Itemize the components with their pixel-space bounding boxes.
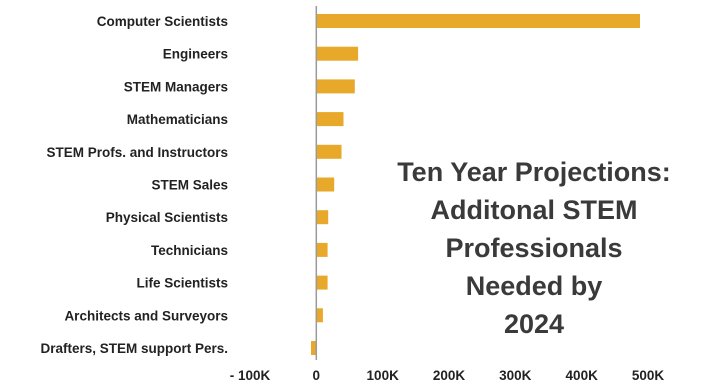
x-tick-label: 500K [632,368,665,383]
category-label: Architects and Surveyors [64,308,228,323]
category-label: STEM Profs. and Instructors [46,145,228,160]
category-label: Engineers [163,47,228,62]
x-tick-label: 200K [433,368,466,383]
category-label: Technicians [151,243,228,258]
chart-title-line-2: Additonal STEM [431,195,638,225]
x-tick-label: 300K [499,368,532,383]
bar-5 [316,177,335,192]
x-tick-label: - 100K [230,368,271,383]
bar-8 [316,275,328,290]
chart-title-line-4: Needed by [466,271,603,301]
bar-6 [316,210,329,225]
category-label: STEM Sales [151,178,228,193]
bar-9 [316,308,323,323]
bars-group [311,14,640,355]
category-labels: Computer Scientists Engineers STEM Manager… [40,14,228,356]
bar-2 [316,79,355,94]
category-label: Mathematicians [127,112,228,127]
chart-title-line-3: Professionals [445,233,622,263]
chart-title-line-5: 2024 [504,309,564,339]
x-tick-label: 400K [566,368,599,383]
category-label: Drafters, STEM support Pers. [40,341,228,356]
chart-title-line-1: Ten Year Projections: [397,157,671,187]
bar-3 [316,112,344,127]
category-label: STEM Managers [124,79,228,94]
category-label: Life Scientists [136,276,228,291]
bar-7 [316,242,328,257]
bar-4 [316,144,342,159]
bar-0 [316,14,640,28]
bar-10 [311,341,317,355]
category-label: Computer Scientists [97,14,228,29]
bar-1 [316,46,359,61]
category-label: Physical Scientists [106,210,228,225]
x-tick-label: 0 [313,368,321,383]
x-tick-label: 100K [367,368,400,383]
x-tick-labels: - 100K 0 100K 200K 300K 400K 500K [230,368,665,383]
